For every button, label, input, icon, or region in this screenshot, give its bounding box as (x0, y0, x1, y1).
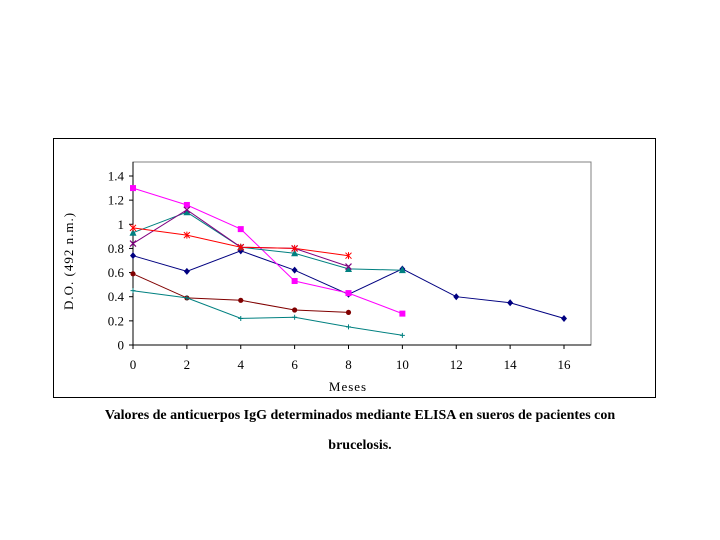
line-chart: 0 0.2 0.4 0.6 0.8 1 1.2 1.4 0 2 4 6 8 10 12 14 16 Meses… (61, 161, 592, 394)
data-point (238, 315, 244, 321)
data-point (129, 228, 137, 236)
chart-frame: 0 0.2 0.4 0.6 0.8 1 1.2 1.4 0 2 4 6 8 10 12 14 16 Meses… (53, 138, 656, 398)
data-point (399, 332, 405, 338)
y-tick-label: 1.2 (108, 193, 124, 208)
series-3 (129, 208, 406, 274)
series-3-line (132, 211, 403, 271)
data-point (183, 201, 190, 208)
data-point (129, 240, 137, 248)
y-tick-label: 0.8 (108, 241, 124, 256)
data-point (183, 231, 191, 239)
data-point (291, 244, 298, 252)
series-6 (130, 271, 352, 316)
series-4-line (132, 209, 349, 267)
data-point (183, 267, 190, 275)
data-point (398, 266, 406, 274)
data-point (237, 243, 245, 251)
series-5 (129, 224, 352, 260)
data-point (507, 299, 514, 307)
y-tick-label: 0 (118, 338, 125, 353)
data-point (291, 278, 298, 285)
plot-area (132, 161, 592, 346)
data-point (130, 288, 136, 294)
x-tick-label: 16 (558, 357, 572, 372)
y-axis-title: D.O. (492 n.m.) (61, 212, 76, 310)
data-point (130, 252, 136, 260)
data-point (183, 208, 191, 216)
data-point (238, 297, 244, 303)
data-point (345, 263, 352, 270)
x-tick-label: 10 (396, 357, 409, 372)
data-point (346, 324, 351, 330)
x-tick-label: 6 (291, 357, 298, 372)
data-point (184, 295, 190, 301)
x-tick-label: 8 (345, 357, 352, 372)
y-ticks: 0 0.2 0.4 0.6 0.8 1 1.2 1.4 (108, 169, 133, 353)
caption-line-1: Valores de anticuerpos IgG determinados … (104, 408, 616, 423)
data-point (345, 290, 352, 297)
series-7 (130, 288, 405, 338)
y-tick-label: 0.4 (108, 289, 125, 304)
series-1-line (132, 250, 565, 319)
data-point (183, 206, 191, 214)
data-point (292, 307, 298, 313)
y-tick-label: 1 (118, 217, 125, 232)
series-layer (129, 185, 567, 338)
y-tick-label: 0.2 (108, 313, 124, 328)
series-7-line (132, 290, 403, 336)
data-point (453, 293, 460, 301)
data-point (130, 185, 136, 192)
y-tick-label: 0.6 (108, 265, 125, 280)
x-axis-title: Meses (329, 379, 367, 394)
data-point (561, 314, 567, 322)
series-2 (130, 185, 406, 317)
caption-line-2: brucelosis. (328, 438, 392, 453)
data-point (129, 224, 137, 232)
y-tick-label: 1.4 (108, 169, 125, 184)
data-point (345, 252, 352, 260)
data-point (291, 266, 298, 274)
x-ticks: 0 2 4 6 8 10 12 14 16 (130, 345, 571, 372)
data-point (399, 310, 406, 317)
figure-caption: Valores de anticuerpos IgG determinados … (0, 401, 720, 461)
x-tick-label: 0 (130, 357, 137, 372)
data-point (345, 264, 352, 272)
x-tick-label: 4 (238, 357, 245, 372)
series-2-line (132, 187, 403, 315)
x-tick-label: 12 (450, 357, 463, 372)
x-tick-label: 14 (504, 357, 518, 372)
data-point (130, 271, 136, 277)
data-point (237, 226, 244, 233)
x-tick-label: 2 (184, 357, 191, 372)
data-point (292, 314, 298, 320)
data-point (345, 309, 352, 316)
data-point (291, 249, 299, 257)
